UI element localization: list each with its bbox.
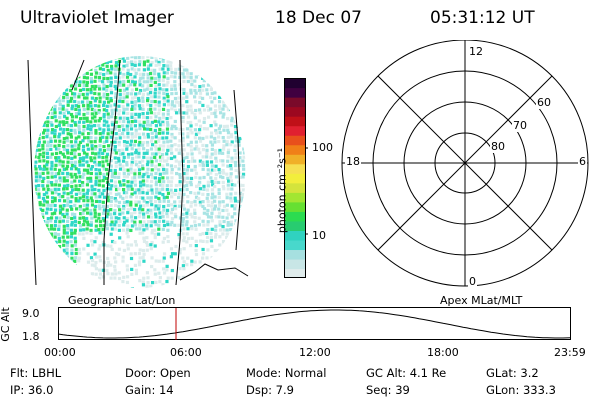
status-flt: Flt: LBHL	[10, 366, 62, 380]
instrument-title: Ultraviolet Imager	[20, 8, 174, 28]
colorbar-segment	[284, 182, 306, 193]
geographic-grid-lines	[27, 59, 249, 286]
colorbar-segment	[284, 258, 306, 270]
status-dsp: Dsp: 7.9	[246, 383, 294, 397]
mlt-label-12: 12	[468, 45, 484, 58]
altitude-tick-9: 9.0	[22, 307, 40, 320]
colorbar-segment	[284, 135, 306, 146]
colorbar-tick-100: 100	[312, 141, 333, 154]
status-mode: Mode: Normal	[246, 366, 327, 380]
colorbar-segment	[284, 192, 306, 203]
polar-caption: Apex MLat/MLT	[440, 294, 523, 307]
colorbar-segment	[284, 239, 306, 251]
status-glon: GLon: 333.3	[486, 383, 556, 397]
auroral-emission-map	[34, 56, 246, 288]
status-door: Door: Open	[125, 366, 191, 380]
colorbar-segment	[284, 97, 306, 108]
colorbar-segment	[284, 211, 306, 222]
geographic-caption: Geographic Lat/Lon	[68, 294, 176, 307]
colorbar-segment	[284, 220, 306, 231]
colorbar	[284, 78, 308, 278]
mlat-label-60: 60	[536, 96, 552, 109]
mlat-label-70: 70	[512, 119, 528, 132]
mlt-line-diag-b	[377, 75, 553, 251]
status-gc-alt: GC Alt: 4.1 Re	[366, 366, 447, 380]
observation-date: 18 Dec 07	[275, 8, 362, 28]
time-tick-1200: 12:00	[299, 346, 331, 359]
colorbar-segment	[284, 125, 306, 136]
mlat-label-80: 80	[490, 140, 506, 153]
time-tick-0000: 00:00	[44, 346, 76, 359]
colorbar-segment	[284, 87, 306, 98]
colorbar-segment	[284, 249, 306, 260]
colorbar-tick-10: 10	[312, 229, 326, 242]
colorbar-segment	[284, 230, 306, 241]
status-seq: Seq: 39	[366, 383, 410, 397]
colorbar-segment	[284, 144, 306, 155]
status-glat: GLat: 3.2	[486, 366, 539, 380]
altitude-curve	[58, 309, 572, 339]
colorbar-segment	[284, 163, 306, 174]
colorbar-segment	[284, 201, 306, 212]
mlt-label-0: 0	[468, 275, 477, 288]
altitude-axis-label: GC Alt	[0, 307, 12, 342]
time-tick-2359: 23:59	[554, 346, 586, 359]
mlt-label-6: 6	[578, 155, 587, 168]
observation-time: 05:31:12 UT	[430, 8, 535, 28]
altitude-plot	[58, 307, 572, 340]
time-tick-1800: 18:00	[427, 346, 459, 359]
colorbar-segment	[284, 116, 306, 127]
polar-dial	[341, 40, 589, 287]
time-tick-0600: 06:00	[170, 346, 202, 359]
colorbar-segment	[284, 106, 306, 117]
colorbar-segment	[284, 268, 306, 278]
mlt-label-18: 18	[345, 155, 361, 168]
colorbar-segment	[284, 173, 306, 184]
colorbar-unit-label: photon cm⁻²s⁻¹	[275, 147, 289, 234]
status-gain: Gain: 14	[125, 383, 174, 397]
altitude-tick-1-8: 1.8	[22, 330, 40, 343]
status-ip: IP: 36.0	[10, 383, 54, 397]
colorbar-segment	[284, 78, 306, 89]
colorbar-segment	[284, 154, 306, 165]
geographic-image	[27, 56, 249, 288]
